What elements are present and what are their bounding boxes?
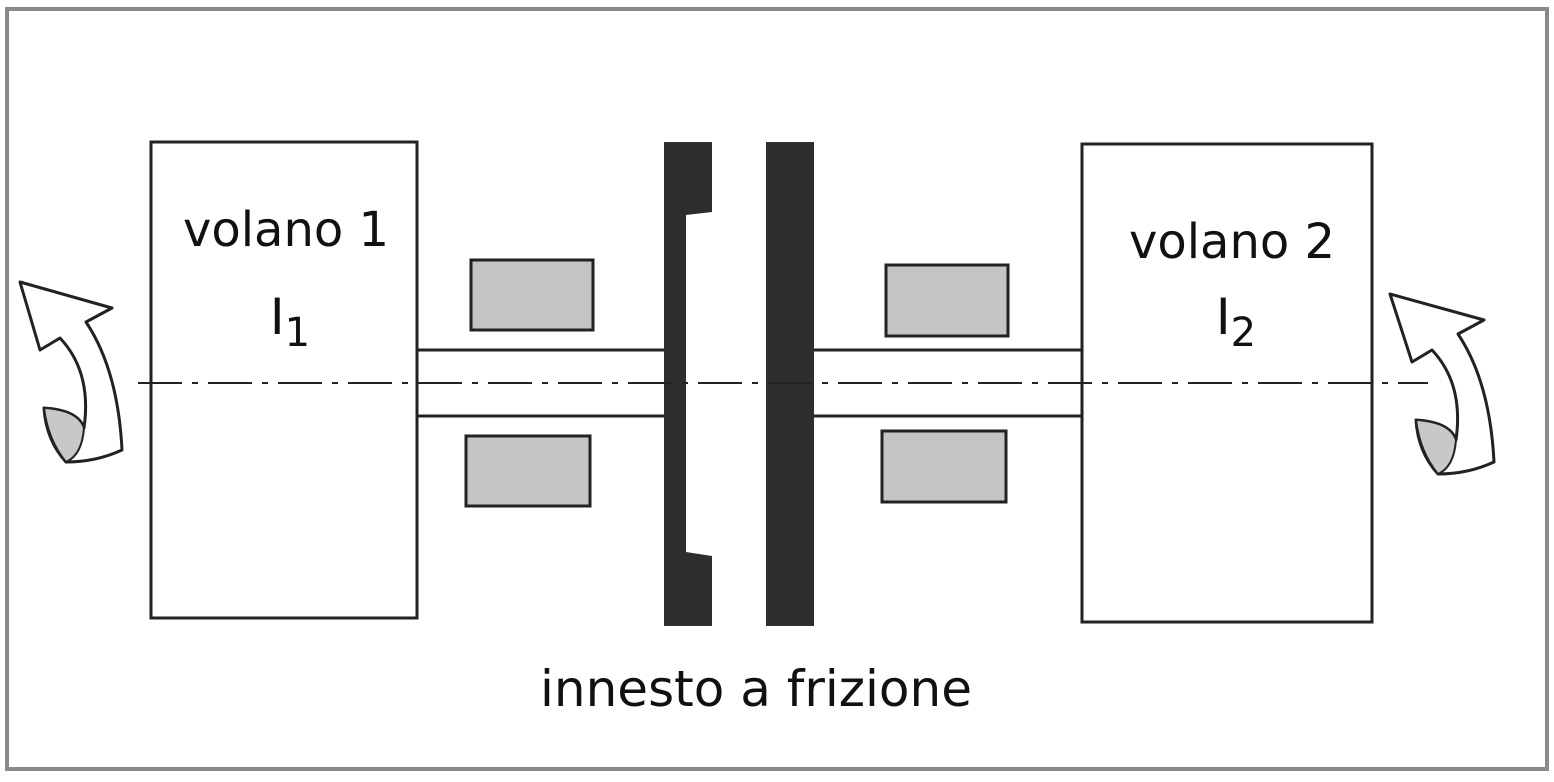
bearing-right-top [884, 263, 1010, 338]
inertia-symbol-2: I [1216, 288, 1231, 346]
bearing-right-bottom [880, 429, 1008, 504]
bearing-left-bottom [464, 434, 592, 508]
flywheel-1-inertia: I1 [270, 288, 310, 356]
right-shaft [814, 348, 1082, 418]
flywheel-2-inertia: I2 [1216, 288, 1256, 356]
bearing-left-top [469, 258, 595, 332]
clutch-plate-left [664, 142, 712, 626]
flywheel-2-label: volano 2 [1129, 214, 1335, 270]
flywheel-1-body [149, 140, 419, 620]
left-shaft [418, 348, 664, 418]
rotation-arrow-right-icon [1388, 292, 1496, 476]
flywheel-1-label: volano 1 [183, 202, 389, 258]
inertia-subscript-2: 2 [1231, 310, 1256, 356]
inertia-symbol-1: I [270, 288, 285, 346]
clutch-caption: innesto a frizione [540, 660, 972, 718]
inertia-subscript-1: 1 [285, 310, 310, 356]
rotation-arrow-left-icon [18, 280, 124, 464]
